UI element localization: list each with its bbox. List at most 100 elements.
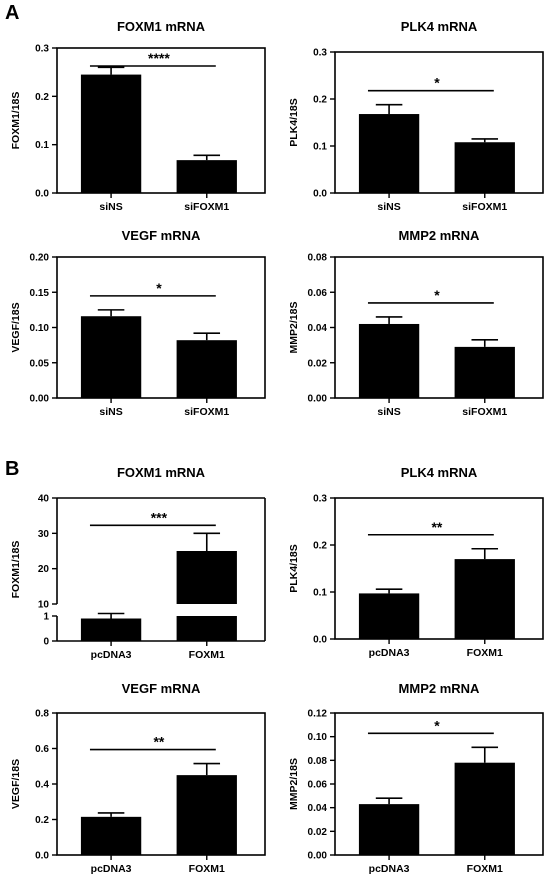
x-tick-label: siNS (99, 406, 122, 418)
y-axis-label: MMP2/18S (288, 758, 300, 810)
chart-2: PLK4 mRNA PLK4/18S 0.0 0.1 0.2 0.3 * siNS siFOXM… (288, 19, 544, 213)
y-tick-label: 0.12 (308, 709, 328, 720)
bar (80, 618, 142, 641)
y-tick-label: 0.2 (35, 92, 49, 103)
y-tick-label: 20 (38, 564, 50, 575)
x-tick-label: siNS (377, 201, 400, 213)
chart-title: MMP2 mRNA (399, 228, 481, 243)
significance-marker: * (156, 280, 162, 296)
chart-title: MMP2 mRNA (399, 681, 481, 696)
bar (454, 142, 515, 193)
bar (176, 160, 237, 193)
y-tick-label: 0.05 (30, 358, 50, 369)
y-axis-label: PLK4/18S (288, 98, 300, 146)
chart-1: FOXM1 mRNA FOXM1/18S 0.0 0.1 0.2 0.3 **** siNS s… (10, 19, 266, 213)
y-axis-label: PLK4/18S (288, 544, 300, 592)
x-tick-label: siFOXM1 (184, 201, 229, 213)
y-tick-label: 0.10 (308, 732, 328, 743)
y-tick-label: 40 (38, 494, 50, 505)
y-tick-label: 0.2 (35, 815, 49, 826)
y-axis-label: VEGF/18S (10, 302, 22, 352)
x-tick-label: pcDNA3 (91, 649, 132, 661)
chart-3: VEGF mRNA VEGF/18S 0.00 0.05 0.10 0.15 0.20 * si… (10, 228, 266, 418)
chart-title: PLK4 mRNA (401, 465, 478, 480)
chart-title: FOXM1 mRNA (117, 465, 206, 480)
y-axis-label: FOXM1/18S (10, 92, 22, 150)
y-tick-label: 0.20 (30, 253, 50, 264)
plot-frame (334, 51, 544, 194)
y-tick-label: 0.0 (35, 189, 49, 200)
x-tick-label: FOXM1 (189, 649, 225, 661)
y-axis-label: FOXM1/18S (10, 541, 22, 599)
chart-8: MMP2 mRNA MMP2/18S 0.00 0.02 0.04 0.06 0.08 0.1… (288, 681, 544, 875)
bar (80, 74, 142, 193)
y-tick-label: 0.06 (308, 780, 328, 791)
y-tick-label: 0.04 (308, 803, 328, 814)
x-tick-label: FOXM1 (467, 863, 503, 875)
y-tick-label: 0.1 (313, 142, 327, 153)
x-tick-label: siFOXM1 (462, 201, 507, 213)
bar (176, 775, 237, 855)
significance-marker: ** (153, 734, 164, 750)
y-tick-label: 0.15 (30, 288, 50, 299)
chart-5: FOXM1 mRNA FOXM1/18S 0 110 20 30 40 *** pcDNA3 FO… (10, 465, 266, 661)
y-tick-label: 0.10 (30, 323, 50, 334)
bar (358, 593, 420, 639)
y-tick-label: 0.00 (308, 394, 328, 405)
y-tick-label: 0.02 (308, 358, 328, 369)
bar (454, 346, 515, 398)
chart-4: MMP2 mRNA MMP2/18S 0.00 0.02 0.04 0.06 0.08 * si… (288, 228, 544, 418)
significance-marker: * (434, 287, 440, 303)
y-tick-label: 0.3 (313, 494, 327, 505)
significance-marker: * (434, 717, 440, 733)
y-tick-label: 0.04 (308, 323, 328, 334)
chart-title: PLK4 mRNA (401, 19, 478, 34)
x-tick-label: siNS (377, 406, 400, 418)
y-axis-label: VEGF/18S (10, 759, 22, 809)
chart-7: VEGF mRNA VEGF/18S 0.0 0.2 0.4 0.6 0.8 ** pcDNA3… (10, 681, 266, 875)
y-tick-label: 0.1 (313, 588, 327, 599)
bar-lower-segment (176, 616, 237, 641)
bar (358, 323, 420, 398)
panel-label-a: A (5, 2, 20, 24)
y-axis-label: MMP2/18S (288, 302, 300, 354)
plot-frame (56, 47, 266, 194)
y-tick-label: 0 (43, 637, 49, 648)
y-tick-label: 0.1 (35, 140, 49, 151)
y-tick-label: 0.2 (313, 541, 327, 552)
y-tick-label: 0.0 (313, 189, 327, 200)
y-tick-label: 0.4 (35, 780, 49, 791)
y-tick-label: 0.6 (35, 744, 49, 755)
significance-marker: **** (148, 50, 170, 66)
x-tick-label: pcDNA3 (369, 647, 410, 659)
chart-title: VEGF mRNA (122, 228, 201, 243)
chart-6: PLK4 mRNA PLK4/18S 0.0 0.1 0.2 0.3 ** pcDNA3 FOX… (288, 465, 544, 659)
y-tick-label: 0.0 (35, 851, 49, 862)
bar (80, 816, 142, 855)
plot-frame (334, 497, 544, 640)
y-tick-label: 30 (38, 529, 50, 540)
bar (358, 804, 420, 855)
bar (176, 340, 237, 398)
y-tick-label: 0.0 (313, 635, 327, 646)
x-tick-label: siFOXM1 (462, 406, 507, 418)
y-tick-label: 10 (38, 600, 50, 611)
y-tick-label: 0.00 (308, 851, 328, 862)
significance-marker: * (434, 75, 440, 91)
y-tick-label: 0.00 (30, 394, 50, 405)
y-tick-label: 0.08 (308, 756, 328, 767)
x-tick-label: FOXM1 (189, 863, 225, 875)
x-tick-label: FOXM1 (467, 647, 503, 659)
y-tick-label: 0.06 (308, 288, 328, 299)
x-tick-label: pcDNA3 (369, 863, 410, 875)
panel-label-b: B (5, 458, 20, 480)
bar (454, 559, 515, 639)
y-tick-label: 0.3 (313, 48, 327, 59)
chart-title: VEGF mRNA (122, 681, 201, 696)
y-tick-label: 0.2 (313, 95, 327, 106)
x-tick-label: siFOXM1 (184, 406, 229, 418)
significance-marker: ** (431, 519, 442, 535)
x-tick-label: siNS (99, 201, 122, 213)
x-tick-label: pcDNA3 (91, 863, 132, 875)
